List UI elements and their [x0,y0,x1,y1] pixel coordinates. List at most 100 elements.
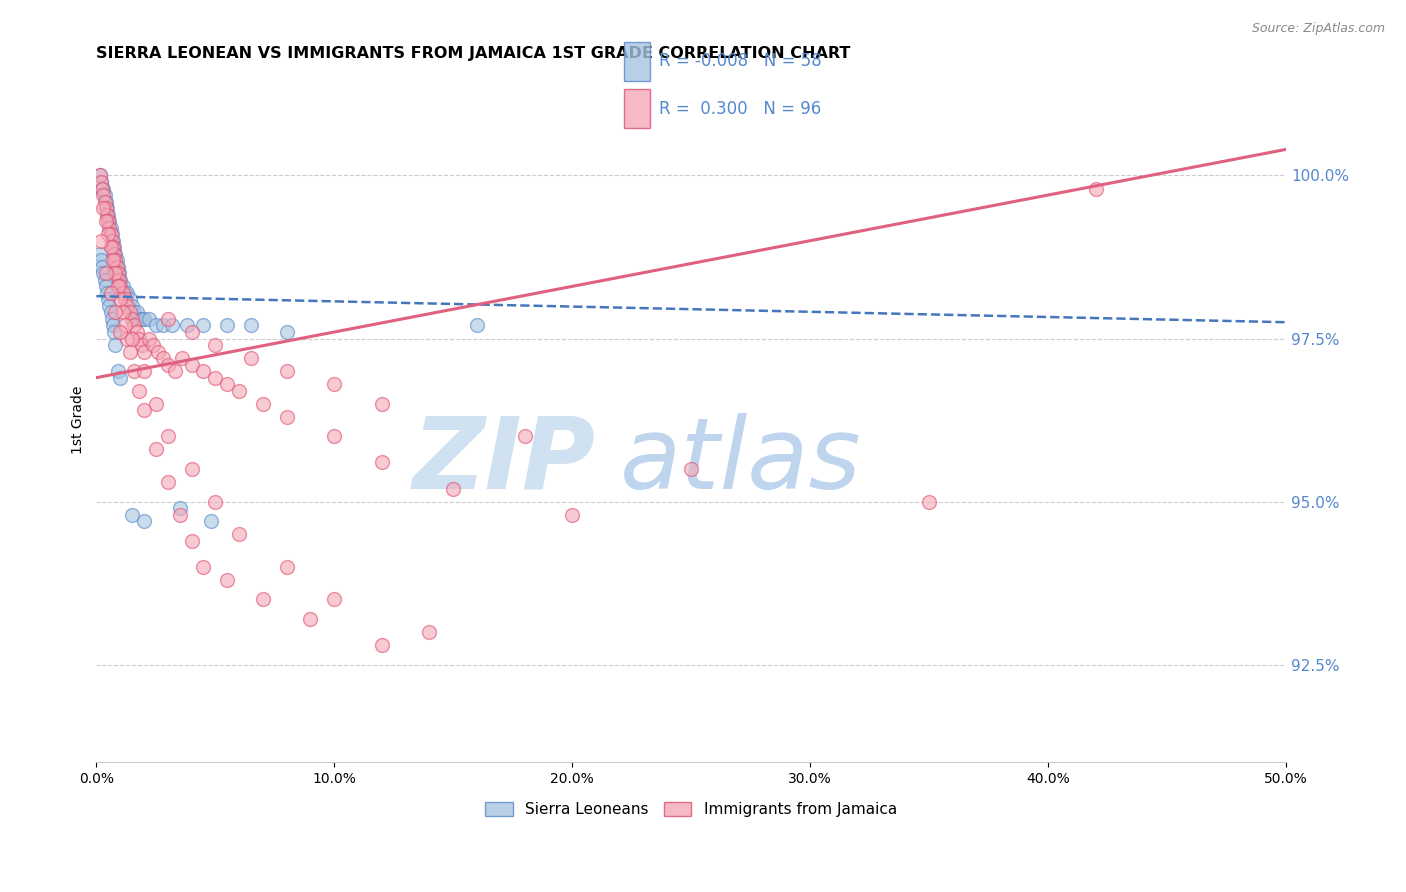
Point [89,169,111,183]
Point [441,482,464,496]
Point [156,358,179,372]
Text: R = -0.008   N = 58: R = -0.008 N = 58 [659,53,823,70]
Point [93,266,115,280]
Point [121,332,143,346]
Point [124,364,146,378]
Point [156,312,179,326]
Point [138,332,160,346]
Text: atlas: atlas [620,413,862,509]
Point [323,377,346,392]
Point [142,338,165,352]
Point [240,351,263,365]
Point [96,201,118,215]
Point [252,592,274,607]
Point [107,266,129,280]
Point [101,240,124,254]
Point [371,397,394,411]
Point [94,214,117,228]
Point [103,240,125,254]
Point [125,305,148,319]
Point [111,285,134,300]
Point [111,279,134,293]
Point [93,181,115,195]
Legend: Sierra Leoneans, Immigrants from Jamaica: Sierra Leoneans, Immigrants from Jamaica [479,796,903,823]
Point [163,364,186,378]
Point [105,260,128,274]
Point [108,325,131,339]
Point [170,351,193,365]
Point [169,501,191,516]
Point [114,285,136,300]
Text: SIERRA LEONEAN VS IMMIGRANTS FROM JAMAICA 1ST GRADE CORRELATION CHART: SIERRA LEONEAN VS IMMIGRANTS FROM JAMAIC… [97,46,851,62]
Point [93,188,115,202]
Point [681,462,703,476]
Point [217,318,239,333]
Point [132,344,155,359]
Point [193,364,215,378]
Point [371,455,394,469]
Point [204,338,226,352]
Point [125,325,148,339]
Text: Source: ZipAtlas.com: Source: ZipAtlas.com [1251,22,1385,36]
Point [104,338,127,352]
Point [105,253,128,268]
Point [121,312,143,326]
Point [94,201,117,215]
Point [228,527,250,541]
Y-axis label: 1st Grade: 1st Grade [72,386,86,454]
Point [89,246,111,260]
Point [162,318,184,333]
Point [108,279,131,293]
Point [131,338,153,352]
Point [132,403,155,417]
Point [114,318,136,333]
Point [299,612,322,626]
Point [93,188,115,202]
Point [132,514,155,528]
Point [108,273,131,287]
Point [90,175,112,189]
Point [180,325,202,339]
Point [104,246,127,260]
Point [132,312,155,326]
Point [561,508,583,522]
Point [104,266,127,280]
Point [100,227,122,242]
Point [100,220,122,235]
Point [513,429,536,443]
Point [1084,181,1107,195]
Point [111,305,134,319]
Point [121,508,143,522]
Point [465,318,488,333]
Point [252,397,274,411]
Point [89,169,111,183]
Point [121,299,143,313]
Point [101,234,124,248]
Point [148,344,170,359]
Point [94,194,117,209]
Point [276,325,298,339]
Point [107,260,129,274]
Point [93,273,115,287]
Point [156,475,179,489]
Point [90,175,112,189]
Point [138,312,160,326]
Point [91,181,114,195]
Point [228,384,250,398]
Point [152,351,174,365]
Point [104,253,127,268]
Point [118,305,141,319]
Point [124,305,146,319]
Point [101,227,124,242]
Point [100,285,122,300]
Point [96,285,118,300]
FancyBboxPatch shape [624,89,650,128]
Point [131,312,153,326]
Point [204,494,226,508]
Point [371,638,394,652]
Point [94,279,117,293]
Point [156,429,179,443]
Point [91,181,114,195]
Point [107,364,129,378]
Point [132,364,155,378]
